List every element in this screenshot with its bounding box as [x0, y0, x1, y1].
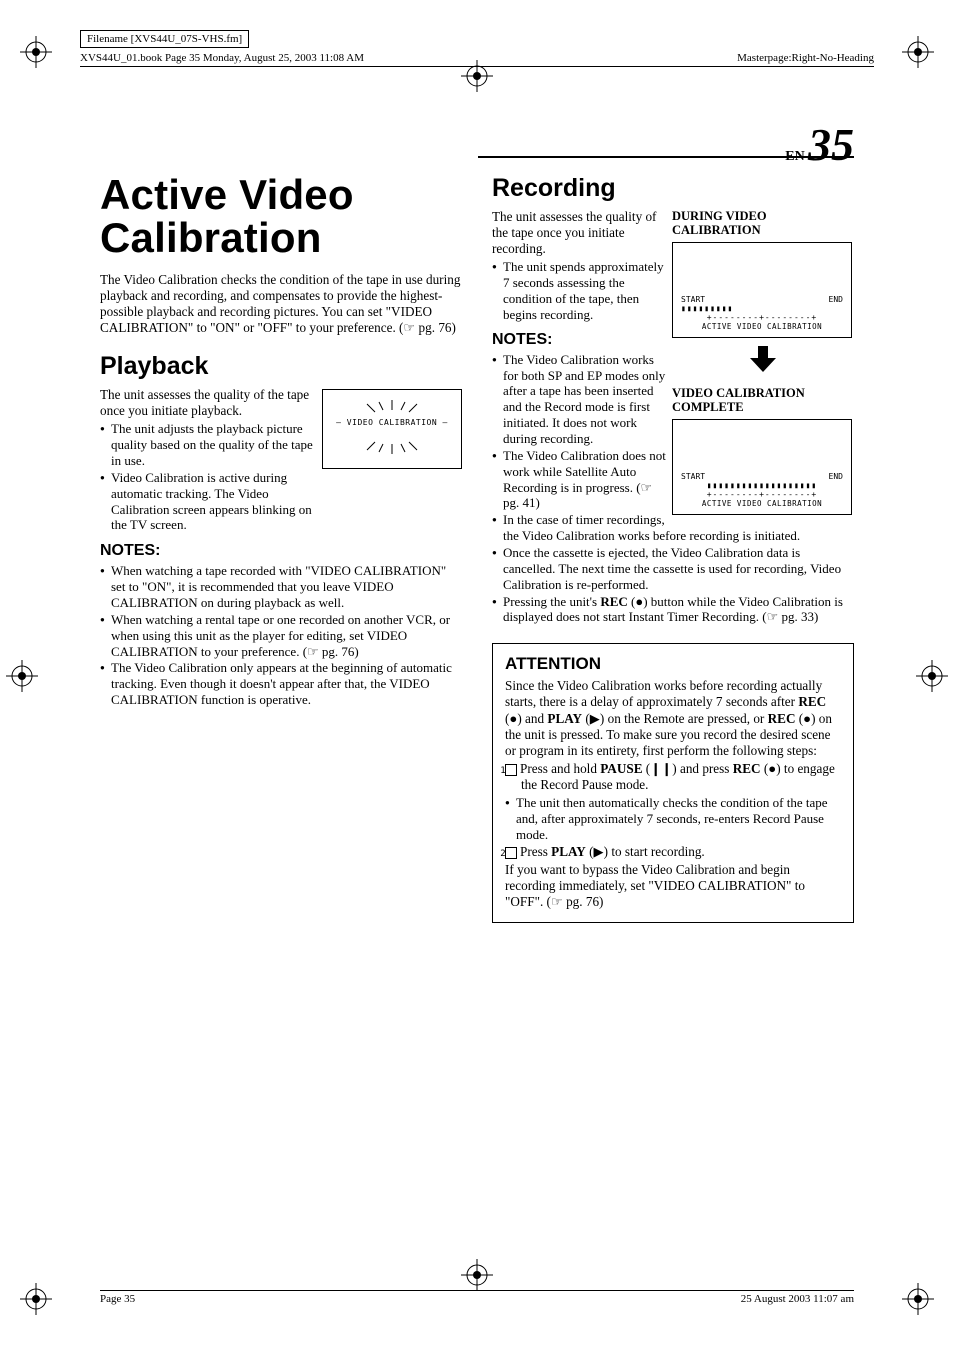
rec-note-item: The Video Calibration does not work whil… [492, 448, 854, 511]
note-item: When watching a tape recorded with "VIDE… [100, 563, 462, 611]
footer-date: 25 August 2003 11:07 am [741, 1293, 854, 1305]
footer-bar: Page 35 25 August 2003 11:07 am [100, 1290, 854, 1305]
footer-page: Page 35 [100, 1293, 135, 1305]
page-num-value: 35 [808, 119, 854, 170]
rec-note-item: In the case of timer recordings, the Vid… [492, 512, 854, 544]
notes-heading: NOTES: [100, 542, 462, 560]
attention-bullet: The unit then automatically checks the c… [505, 795, 841, 843]
attention-box: ATTENTION Since the Video Calibration wo… [492, 643, 854, 923]
crop-mark-icon [6, 660, 38, 692]
attention-heading: ATTENTION [505, 654, 841, 674]
screen-caption: ACTIVE VIDEO CALIBRATION [681, 322, 843, 331]
main-title: Active Video Calibration [100, 174, 462, 260]
playback-bullet: The unit adjusts the playback picture qu… [100, 421, 314, 469]
crop-mark-icon [902, 36, 934, 68]
playback-bullet: Video Calibration is active during autom… [100, 470, 314, 533]
calibration-screen-small: — VIDEO CALIBRATION — [322, 389, 462, 469]
page-number: EN 35 [785, 118, 854, 171]
attention-paragraph-2: If you want to bypass the Video Calibrat… [505, 862, 841, 910]
recording-heading: Recording [492, 174, 854, 203]
playback-paragraph: The unit assesses the quality of the tap… [100, 387, 314, 419]
filename-box: Filename [XVS44U_07S-VHS.fm] [80, 30, 249, 48]
attention-step-2: 2Press PLAY (▶) to start recording. [505, 844, 841, 860]
masterpage-label: Masterpage:Right-No-Heading [737, 52, 874, 64]
rec-note-item: The Video Calibration works for both SP … [492, 352, 854, 447]
recording-bullet: The unit spends approximately 7 seconds … [492, 259, 854, 322]
note-item: The Video Calibration only appears at th… [100, 660, 462, 708]
rec-note-item: Once the cassette is ejected, the Video … [492, 545, 854, 593]
step-number-icon: 2 [505, 847, 517, 859]
screen-small-text: — VIDEO CALIBRATION — [323, 418, 461, 427]
crop-mark-icon [461, 1259, 493, 1291]
rec-note-item: Pressing the unit's REC (●) button while… [492, 594, 854, 626]
crop-mark-icon [20, 36, 52, 68]
left-column: Active Video Calibration The Video Calib… [100, 174, 462, 923]
playback-heading: Playback [100, 352, 462, 381]
intro-paragraph: The Video Calibration checks the conditi… [100, 272, 462, 336]
right-column: Recording DURING VIDEO CALIBRATION START… [492, 174, 854, 923]
crop-mark-icon [20, 1283, 52, 1315]
note-item: When watching a rental tape or one recor… [100, 612, 462, 660]
crop-mark-icon [916, 660, 948, 692]
attention-step-1: 1Press and hold PAUSE (❙❙) and press REC… [505, 761, 841, 793]
during-calibration-label: DURING VIDEO CALIBRATION [672, 209, 854, 238]
burst-icon [327, 400, 457, 454]
step-number-icon: 1 [505, 764, 517, 776]
header-bar: Filename [XVS44U_07S-VHS.fm] XVS44U_01.b… [80, 30, 874, 67]
crop-mark-icon [902, 1283, 934, 1315]
attention-paragraph: Since the Video Calibration works before… [505, 678, 841, 758]
page-rule [478, 156, 854, 158]
book-info: XVS44U_01.book Page 35 Monday, August 25… [80, 52, 364, 64]
